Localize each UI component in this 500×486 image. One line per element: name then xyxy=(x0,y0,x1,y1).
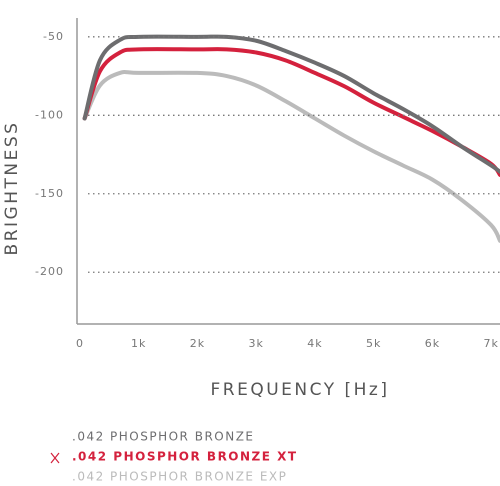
legend-label: .042 PHOSPHOR BRONZE XT xyxy=(72,450,298,464)
x-tick-label: 0 xyxy=(76,337,84,350)
y-tick-label: -50 xyxy=(43,30,64,43)
x-tick-label: 6k xyxy=(425,337,440,350)
legend-label: .042 PHOSPHOR BRONZE xyxy=(72,430,255,444)
series-line xyxy=(82,47,500,177)
plot-area xyxy=(82,34,500,243)
x-tick-label: 3k xyxy=(249,337,264,350)
x-tick-label: 5k xyxy=(366,337,381,350)
x-axis-title: FREQUENCY [Hz] xyxy=(211,380,390,400)
legend-label: .042 PHOSPHOR BRONZE EXP xyxy=(72,470,287,484)
x-tick-label: 2k xyxy=(190,337,205,350)
y-tick-label: -200 xyxy=(35,265,64,278)
y-tick-label: -150 xyxy=(35,187,64,200)
y-axis-title: BRIGHTNESS xyxy=(2,121,22,256)
selected-icon xyxy=(50,452,60,464)
series-line xyxy=(82,34,500,174)
x-tick-label: 1k xyxy=(131,337,146,350)
y-tick-label: -100 xyxy=(35,108,64,121)
x-tick-label: 4k xyxy=(307,337,322,350)
x-tick-label: 7k xyxy=(484,337,499,350)
series-line xyxy=(82,70,500,243)
